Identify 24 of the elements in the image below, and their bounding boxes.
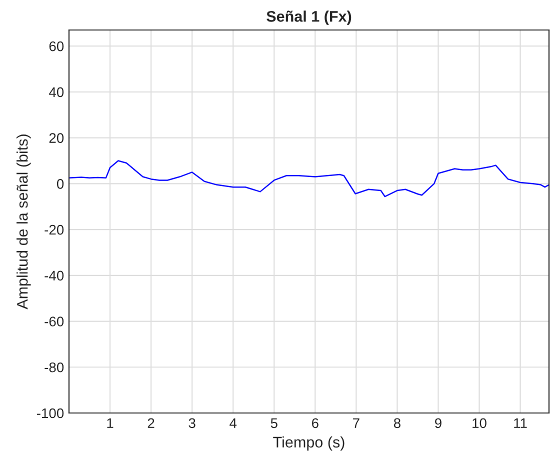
x-tick-label: 1 xyxy=(107,418,114,428)
y-tick-label: 0 xyxy=(56,178,64,189)
y-tick-label: -80 xyxy=(44,362,64,372)
x-tick-label: 7 xyxy=(353,418,360,428)
y-tick-label: 20 xyxy=(49,133,64,143)
x-tick-label: 5 xyxy=(270,418,278,428)
x-tick-label: 10 xyxy=(472,418,486,428)
y-tick-label: 40 xyxy=(49,87,64,98)
chart-title: Señal 1 (Fx) xyxy=(266,10,352,25)
line-series xyxy=(69,160,549,198)
x-tick-label: 2 xyxy=(148,418,154,428)
x-tick-label: 8 xyxy=(394,418,400,428)
x-axis-title: Tiempo (s) xyxy=(273,436,344,451)
x-tick-label: 9 xyxy=(435,418,442,428)
x-tick-label: 6 xyxy=(312,418,318,428)
y-tick-label: -20 xyxy=(44,224,64,235)
y-tick-label: 60 xyxy=(49,41,64,52)
y-tick-label: -60 xyxy=(44,316,64,326)
y-tick-label: -40 xyxy=(44,270,64,281)
x-tick-label: 4 xyxy=(230,418,237,428)
y-tick-label: -100 xyxy=(36,408,64,418)
x-tick-label: 3 xyxy=(188,418,196,428)
y-axis-title: Amplitud de la señal (bits) xyxy=(16,134,31,310)
x-tick-label: 11 xyxy=(514,418,527,428)
